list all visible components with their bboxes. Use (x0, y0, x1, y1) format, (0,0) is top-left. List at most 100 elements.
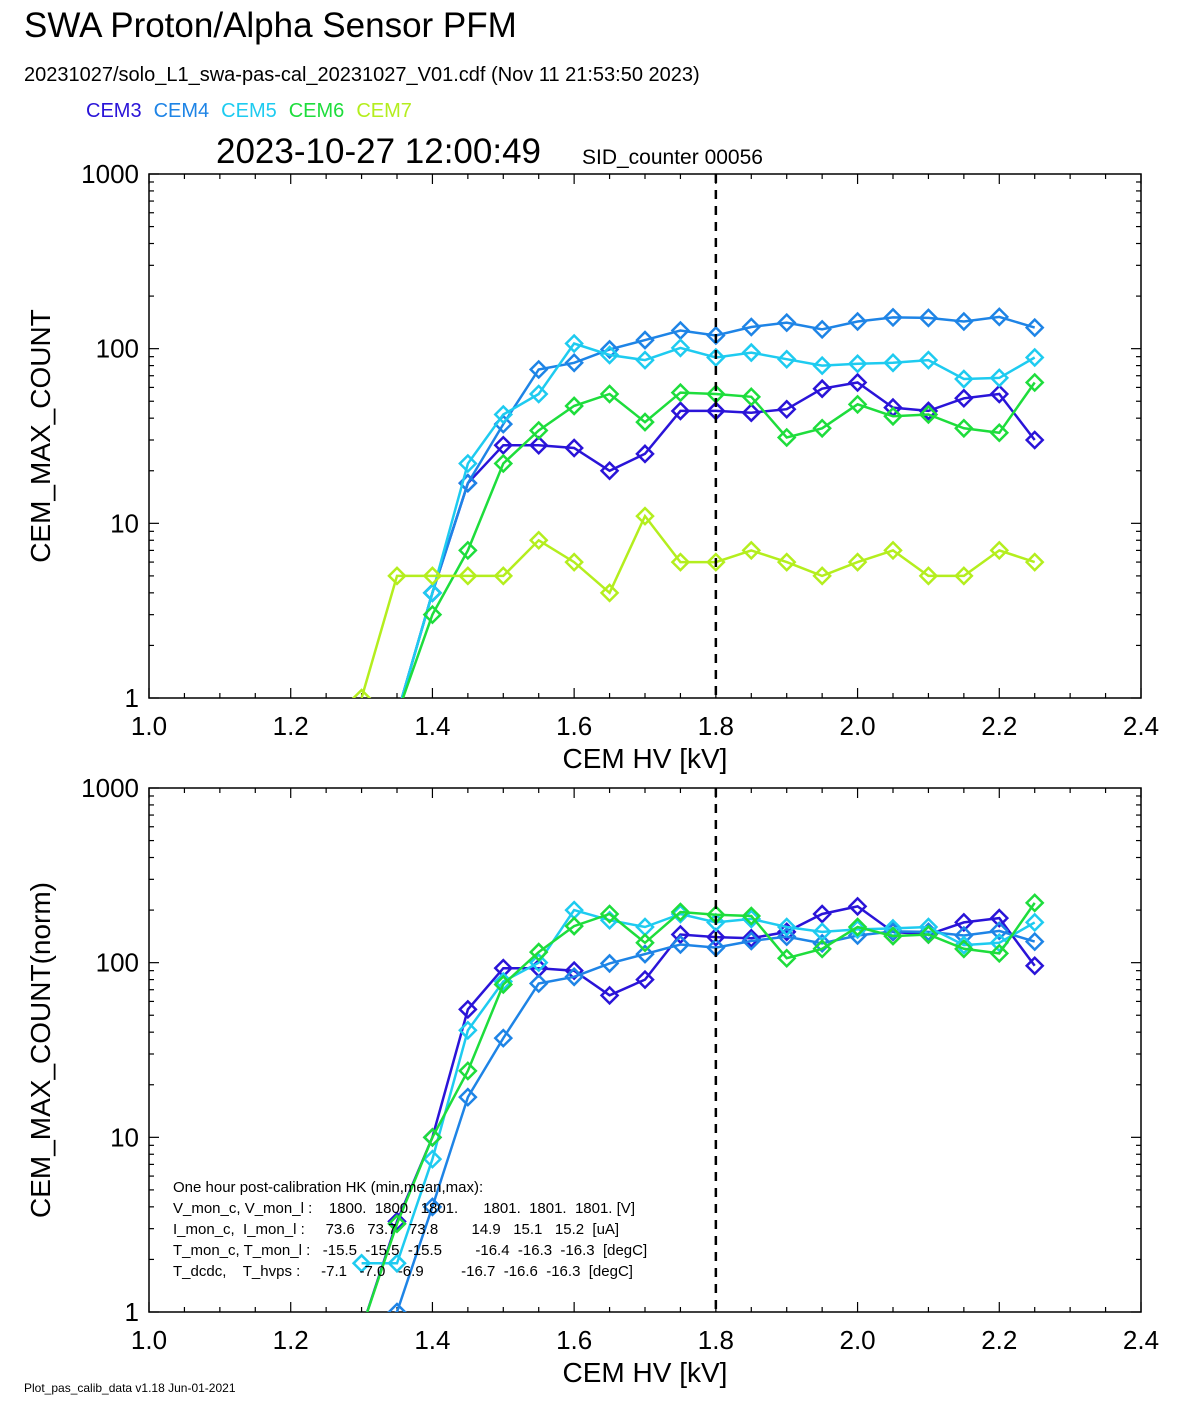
data-point-cem7 (847, 552, 868, 572)
data-point-cem7 (564, 552, 584, 572)
x-tick-label: 1.6 (556, 711, 592, 741)
data-point-cem3 (387, 1211, 407, 1232)
data-point-cem3 (1024, 955, 1045, 976)
data-point-cem7 (635, 506, 655, 526)
data-point-cem3 (528, 435, 549, 455)
data-point-cem3 (741, 402, 762, 423)
legend-cem5: CEM5 (221, 100, 277, 122)
data-point-cem5 (635, 350, 655, 370)
x-tick-label: 2.0 (839, 711, 875, 741)
data-point-cem4 (354, 1321, 370, 1337)
data-point-cem3 (389, 707, 405, 723)
data-point-cem5 (354, 707, 370, 723)
data-point-cem5 (741, 342, 762, 363)
data-point-cem3 (564, 960, 584, 981)
data-point-cem6 (635, 412, 655, 432)
hk-annotation-line: T_mon_c, T_mon_l : -15.5 -15.5 -15.5 -16… (173, 1242, 647, 1259)
hk-annotation-line: V_mon_c, V_mon_l : 1800. 1800. 1801. 180… (173, 1200, 635, 1217)
legend-cem6: CEM6 (288, 100, 345, 122)
data-point-cem5 (458, 453, 478, 474)
data-point-cem4 (812, 319, 832, 340)
data-point-cem6 (847, 394, 868, 415)
data-point-cem7 (351, 688, 372, 698)
data-point-cem3 (776, 399, 797, 420)
data-point-cem3 (354, 1321, 370, 1337)
y-tick-label: 1000 (81, 773, 139, 803)
data-point-cem3 (918, 401, 939, 421)
x-tick-label: 1.4 (414, 1325, 450, 1355)
x-axis-title: CEM HV [kV] (563, 1357, 728, 1388)
data-point-cem4 (776, 312, 797, 333)
data-point-cem4 (1024, 931, 1045, 952)
data-point-cem7 (743, 1321, 759, 1337)
y-tick-label: 10 (110, 508, 139, 538)
data-point-cem3 (635, 444, 655, 464)
data-point-cem5 (599, 345, 620, 365)
y-axis-title: CEM_MAX_COUNT (25, 309, 56, 563)
data-point-cem6 (564, 916, 584, 936)
data-point-cem5 (389, 707, 405, 723)
data-point-cem4 (847, 311, 868, 332)
data-point-cem7 (672, 1321, 688, 1337)
data-point-cem3 (1024, 430, 1045, 450)
data-point-cem6 (422, 604, 443, 625)
data-point-cem4 (635, 330, 655, 350)
legend-cem3: CEM3 (86, 100, 142, 122)
data-point-cem6 (1024, 372, 1045, 393)
data-point-cem7 (918, 566, 939, 586)
data-point-cem4 (776, 926, 797, 947)
data-point-cem6 (918, 404, 939, 425)
data-point-cem6 (599, 384, 620, 404)
page-title: SWA Proton/Alpha Sensor PFM (24, 6, 517, 45)
series-group (351, 307, 1045, 723)
data-point-cem3 (564, 438, 584, 458)
data-point-cem3 (599, 460, 620, 481)
data-point-cem6 (458, 1061, 478, 1081)
data-point-cem6 (989, 943, 1010, 964)
data-point-cem6 (422, 1127, 443, 1148)
series-line-cem4 (400, 315, 1036, 698)
data-point-cem4 (989, 307, 1010, 327)
data-point-cem5 (493, 404, 514, 425)
data-point-cem4 (1024, 317, 1045, 338)
data-point-cem4 (706, 325, 726, 346)
data-point-cem7 (460, 1321, 476, 1337)
data-point-cem5 (564, 333, 584, 354)
x-tick-label: 1.2 (273, 1325, 309, 1355)
data-point-cem6 (493, 453, 514, 474)
data-point-cem4 (883, 307, 903, 328)
x-tick-label: 1.0 (131, 1325, 167, 1355)
data-point-cem4 (954, 311, 974, 332)
data-point-cem7 (920, 1321, 936, 1337)
data-point-cem3 (354, 707, 370, 723)
data-point-cem4 (670, 934, 691, 955)
hk-annotation-line: I_mon_c, I_mon_l : 73.6 73.7 73.8 14.9 1… (173, 1221, 619, 1238)
data-point-cem4 (741, 931, 762, 951)
data-point-cem6 (741, 906, 762, 926)
data-point-cem5 (847, 353, 868, 374)
data-point-cem4 (387, 1302, 407, 1312)
data-point-cem4 (528, 359, 549, 380)
data-point-cem6 (564, 396, 584, 416)
data-point-cem3 (458, 999, 478, 1020)
data-point-cem6 (354, 1321, 370, 1337)
data-point-cem6 (812, 939, 832, 959)
data-point-cem4 (599, 953, 620, 974)
y-tick-label: 1 (125, 683, 139, 713)
data-point-cem3 (493, 435, 514, 455)
data-point-cem5 (776, 349, 797, 369)
data-point-cem6 (741, 387, 762, 407)
data-point-cem5 (918, 350, 939, 370)
data-point-cem7 (956, 1321, 972, 1337)
data-point-cem6 (458, 540, 478, 561)
data-point-cem7 (814, 1321, 830, 1337)
data-point-cem7 (637, 1321, 653, 1337)
data-point-cem5 (847, 919, 868, 940)
data-point-cem7 (883, 540, 903, 561)
x-tick-label: 1.2 (273, 711, 309, 741)
data-point-cem7 (354, 1321, 370, 1337)
data-point-cem6 (776, 948, 797, 969)
series-line-cem5 (400, 342, 1036, 698)
legend-cem4: CEM4 (153, 100, 210, 122)
data-point-cem7 (776, 552, 797, 572)
